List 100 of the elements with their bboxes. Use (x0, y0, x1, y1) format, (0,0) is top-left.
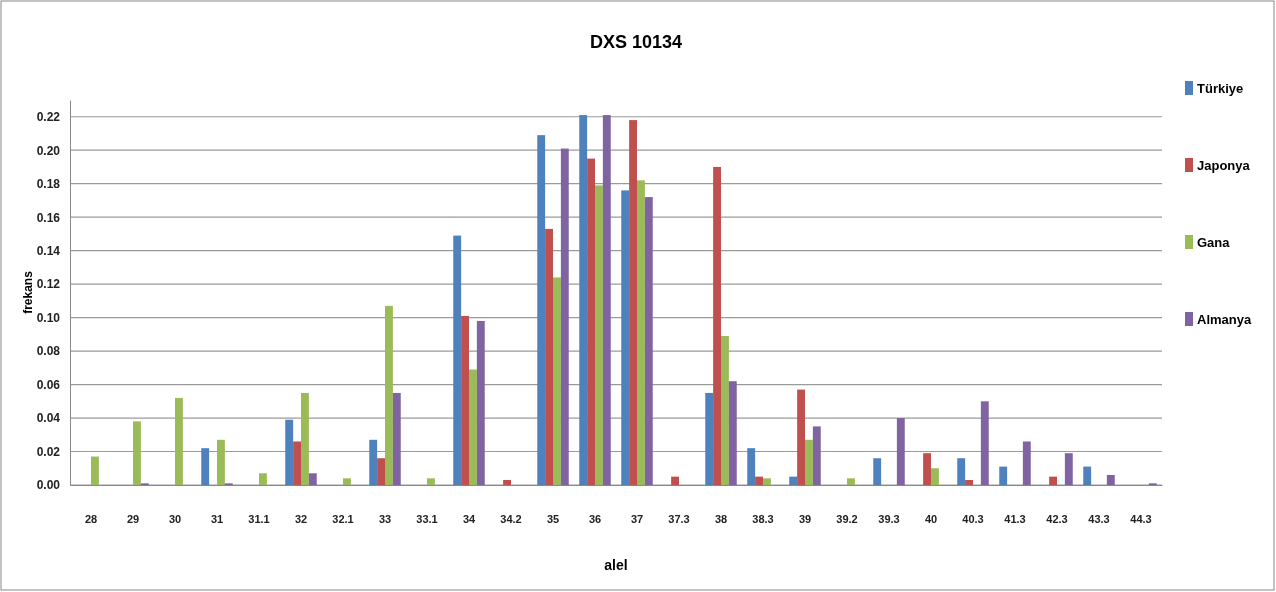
legend-label: Gana (1197, 235, 1231, 250)
bar (602, 115, 611, 485)
bar (980, 401, 989, 485)
y-tick-label: 0.18 (36, 177, 61, 192)
x-tick-label: 39.3 (878, 512, 900, 525)
x-tick-label: 31.1 (248, 512, 270, 525)
x-tick-label: 39.2 (836, 512, 858, 525)
y-tick-label: 0.20 (36, 143, 61, 158)
x-tick-label: 31 (210, 512, 224, 525)
bar (343, 478, 351, 485)
bar (469, 369, 477, 485)
x-tick-label: 36 (588, 512, 602, 525)
bar (873, 458, 882, 485)
bar (1083, 466, 1092, 485)
x-tick-label: 32 (294, 512, 308, 525)
x-tick-label: 39 (798, 512, 812, 525)
bar (133, 421, 141, 485)
x-tick-label: 40 (924, 512, 938, 525)
bar (461, 315, 469, 485)
x-tick-label: 41.3 (1004, 512, 1026, 525)
bar (308, 473, 317, 485)
bar (1064, 453, 1073, 485)
y-tick-label: 0.06 (36, 377, 61, 392)
bar (629, 120, 637, 485)
bar (537, 135, 546, 485)
bar (453, 235, 462, 485)
x-tick-label: 33 (378, 512, 392, 525)
bar (1022, 441, 1031, 485)
bar (385, 305, 393, 485)
bar (301, 392, 309, 485)
bar (217, 439, 225, 485)
x-tick-label: 44.3 (1130, 512, 1152, 525)
x-tick-label: 40.3 (962, 512, 984, 525)
bar (637, 180, 645, 485)
x-tick-label: 37 (630, 512, 644, 525)
y-tick-label: 0.10 (36, 310, 61, 325)
bar (285, 419, 294, 485)
bar (595, 185, 603, 485)
x-tick-label: 35 (546, 512, 560, 525)
bar (728, 381, 737, 485)
bar (671, 476, 679, 485)
bar (587, 158, 595, 485)
bar (721, 336, 729, 485)
legend-label: Türkiye (1197, 81, 1244, 96)
bar (797, 389, 805, 485)
x-tick-label: 34 (462, 512, 476, 525)
bar (175, 397, 183, 485)
bar (476, 320, 485, 485)
x-tick-label: 38 (714, 512, 728, 525)
bar (259, 473, 267, 485)
x-tick-label: 34.2 (500, 512, 522, 525)
bar (812, 426, 821, 485)
bar (621, 190, 630, 485)
bar (999, 466, 1008, 485)
bar (923, 453, 931, 485)
bar (1049, 476, 1057, 485)
y-tick-label: 0.02 (36, 444, 61, 459)
x-tick-label: 42.3 (1046, 512, 1068, 525)
x-tick-label: 28 (84, 512, 98, 525)
bar (427, 478, 435, 485)
bar (553, 277, 561, 485)
bar (755, 476, 763, 485)
bar (369, 439, 378, 485)
x-tick-label: 37.3 (668, 512, 690, 525)
y-tick-label: 0.14 (36, 243, 61, 258)
bar (545, 228, 553, 485)
x-tick-label: 29 (126, 512, 140, 525)
bar (763, 478, 771, 485)
bar (91, 456, 99, 485)
bar (896, 418, 905, 485)
bar (503, 479, 511, 485)
bar (1106, 474, 1115, 485)
x-tick-label: 30 (168, 512, 182, 525)
bar (957, 458, 966, 485)
legend-label: Almanya (1197, 312, 1252, 327)
x-tick-label: 32.1 (332, 512, 354, 525)
x-tick-label: 43.3 (1088, 512, 1110, 525)
x-tick-label: 33.1 (416, 512, 438, 525)
bar (392, 392, 401, 485)
bar (377, 458, 385, 485)
x-axis-title: alel (604, 557, 628, 573)
bar (931, 468, 939, 485)
bar (713, 166, 721, 485)
chart-title: DXS 10134 (589, 32, 683, 52)
x-tick-label: 38.3 (752, 512, 774, 525)
bar (579, 115, 588, 485)
bar (705, 392, 714, 485)
bar (965, 479, 973, 485)
legend-label: Japonya (1197, 158, 1251, 173)
y-axis-title: frekans (21, 270, 35, 314)
bar (201, 448, 210, 485)
bar (847, 478, 855, 485)
bar (805, 439, 813, 485)
bar (789, 476, 798, 485)
y-tick-label: 0.04 (36, 411, 61, 426)
bar (293, 441, 301, 485)
bar (560, 148, 569, 485)
y-tick-label: 0.16 (36, 210, 61, 225)
bar (747, 448, 756, 485)
y-tick-label: 0.22 (36, 110, 61, 125)
